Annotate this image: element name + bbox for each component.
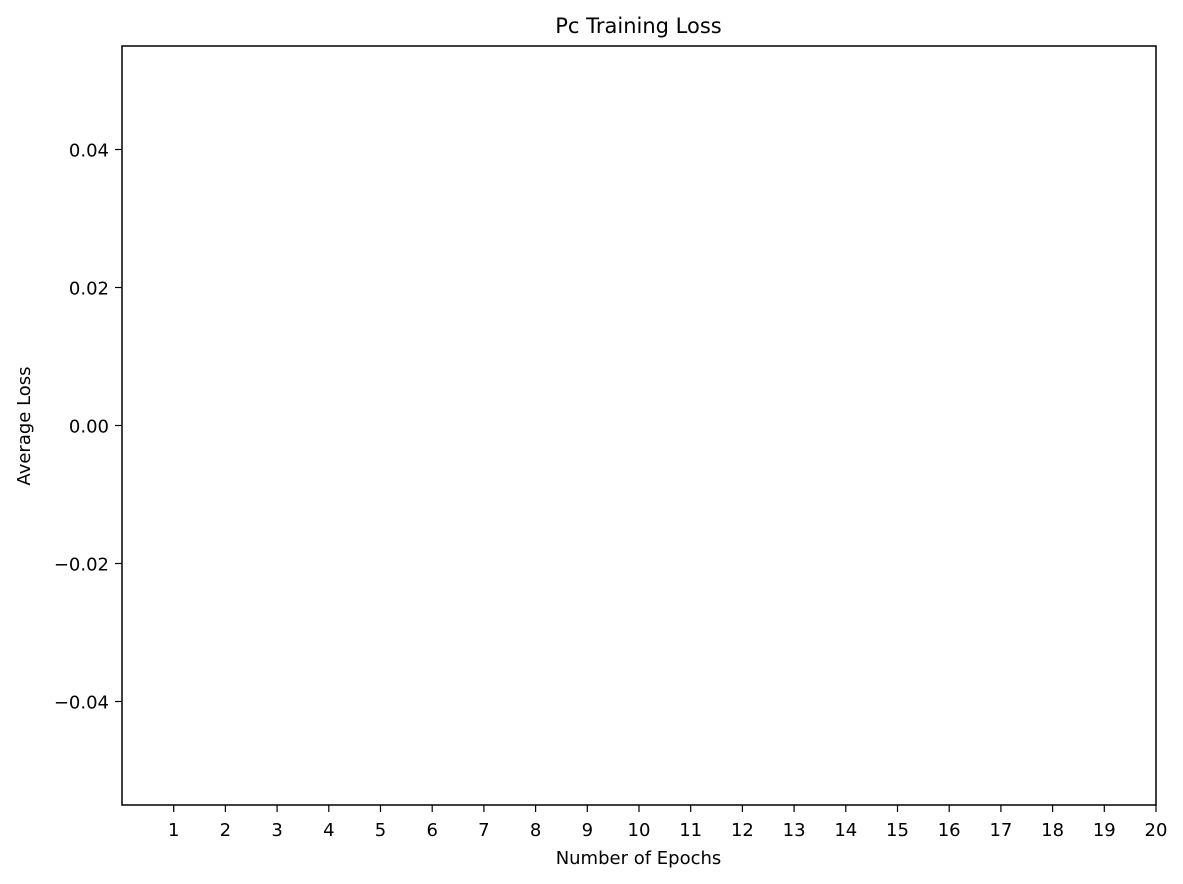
y-tick-label: 0.00 [69, 417, 109, 438]
y-tick-label: −0.04 [54, 693, 109, 714]
x-tick-label: 5 [375, 820, 386, 841]
y-tick-label: 0.04 [69, 141, 109, 162]
y-tick-label: −0.02 [54, 555, 109, 576]
x-tick-label: 4 [323, 820, 334, 841]
x-tick-label: 3 [271, 820, 282, 841]
x-tick-label: 18 [1041, 820, 1064, 841]
x-tick-label: 13 [783, 820, 806, 841]
x-axis-ticks: 1 2 3 4 5 6 7 8 9 10 11 12 13 14 15 16 17 18 19 20 [168, 805, 1167, 841]
x-axis-title: Number of Epochs [556, 848, 722, 869]
x-tick-label: 8 [530, 820, 541, 841]
x-tick-label: 11 [679, 820, 702, 841]
chart-title: Pc Training Loss [555, 14, 721, 38]
x-tick-label: 1 [168, 820, 179, 841]
x-tick-label: 20 [1145, 820, 1168, 841]
x-tick-label: 6 [426, 820, 437, 841]
x-tick-label: 17 [989, 820, 1012, 841]
x-tick-label: 14 [834, 820, 857, 841]
x-tick-label: 10 [628, 820, 651, 841]
x-tick-label: 19 [1093, 820, 1116, 841]
y-axis-title: Average Loss [14, 366, 35, 485]
x-tick-label: 7 [478, 820, 489, 841]
x-tick-label: 15 [886, 820, 909, 841]
x-tick-label: 9 [582, 820, 593, 841]
x-tick-label: 12 [731, 820, 754, 841]
x-tick-label: 16 [938, 820, 961, 841]
x-tick-label: 2 [220, 820, 231, 841]
y-tick-label: 0.02 [69, 279, 109, 300]
y-axis-ticks: 0.04 0.02 0.00 −0.02 −0.04 [54, 141, 122, 714]
